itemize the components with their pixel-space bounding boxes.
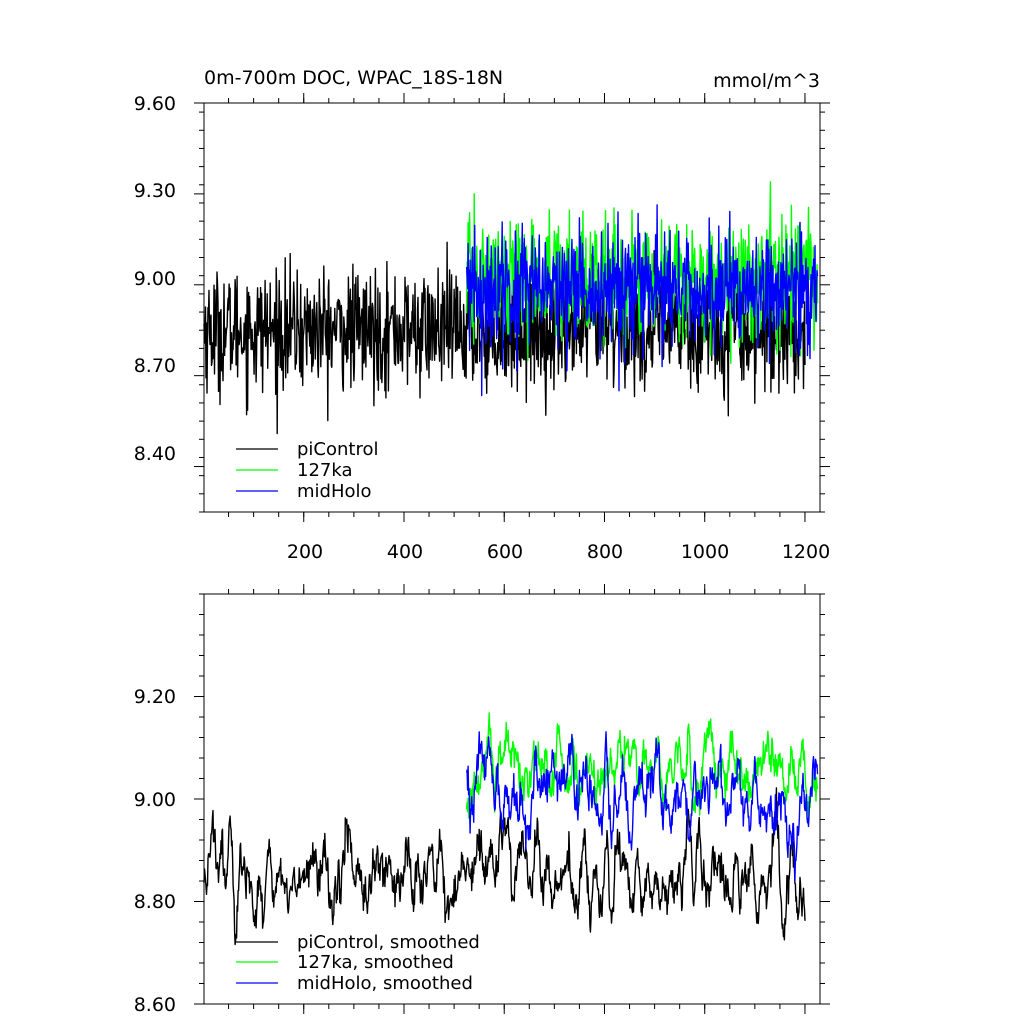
top-x-tick-label: 200 bbox=[287, 541, 323, 563]
top-plot-frame bbox=[203, 102, 821, 513]
bottom-y-tick-label: 9.20 bbox=[134, 686, 176, 708]
bottom-y-tick-label: 9.00 bbox=[134, 789, 176, 811]
legend-label-127ka-smoothed: 127ka, smoothed bbox=[297, 952, 454, 973]
top-ticks bbox=[194, 93, 830, 522]
top-x-tick-label: 1200 bbox=[782, 541, 830, 563]
top-panel: 0m-700m DOC, WPAC_18S-18N mmol/m^3 9.60 … bbox=[134, 67, 830, 563]
top-x-tick-label: 800 bbox=[587, 541, 623, 563]
bottom-legend: piControl, smoothed 127ka, smoothed midH… bbox=[236, 932, 480, 994]
bottom-y-tick-label: 8.80 bbox=[134, 891, 176, 913]
top-y-tick-label: 9.00 bbox=[134, 268, 176, 290]
top-chart-units: mmol/m^3 bbox=[713, 70, 820, 92]
top-x-tick-label: 400 bbox=[387, 541, 423, 563]
top-y-tick-label: 9.30 bbox=[134, 180, 176, 202]
bottom-ticks bbox=[194, 584, 830, 1014]
legend-label-midholo-smoothed: midHolo, smoothed bbox=[297, 973, 473, 994]
top-legend: piControl 127ka midHolo bbox=[236, 439, 379, 502]
top-series-lines bbox=[203, 181, 819, 435]
bottom-panel: 9.20 9.00 8.80 8.60 piControl, smoothed … bbox=[134, 584, 830, 1016]
top-chart-title: 0m-700m DOC, WPAC_18S-18N bbox=[204, 67, 503, 89]
legend-label-picontrol-smoothed: piControl, smoothed bbox=[297, 932, 480, 953]
top-y-tick-label: 9.60 bbox=[134, 93, 176, 115]
bottom-y-tick-label: 8.60 bbox=[134, 994, 176, 1016]
top-series-line-midholo bbox=[465, 204, 819, 397]
top-y-tick-label: 8.70 bbox=[134, 355, 176, 377]
top-x-tick-label: 1000 bbox=[681, 541, 729, 563]
bottom-series-lines bbox=[203, 712, 819, 946]
legend-label-127ka: 127ka bbox=[297, 460, 353, 481]
bottom-series-line-picontrol bbox=[203, 787, 806, 946]
top-y-tick-label: 8.40 bbox=[134, 443, 176, 465]
legend-label-picontrol: piControl bbox=[297, 439, 379, 460]
top-x-tick-label: 600 bbox=[487, 541, 523, 563]
legend-label-midholo: midHolo bbox=[297, 481, 372, 502]
bottom-series-line-midholo bbox=[465, 731, 819, 882]
